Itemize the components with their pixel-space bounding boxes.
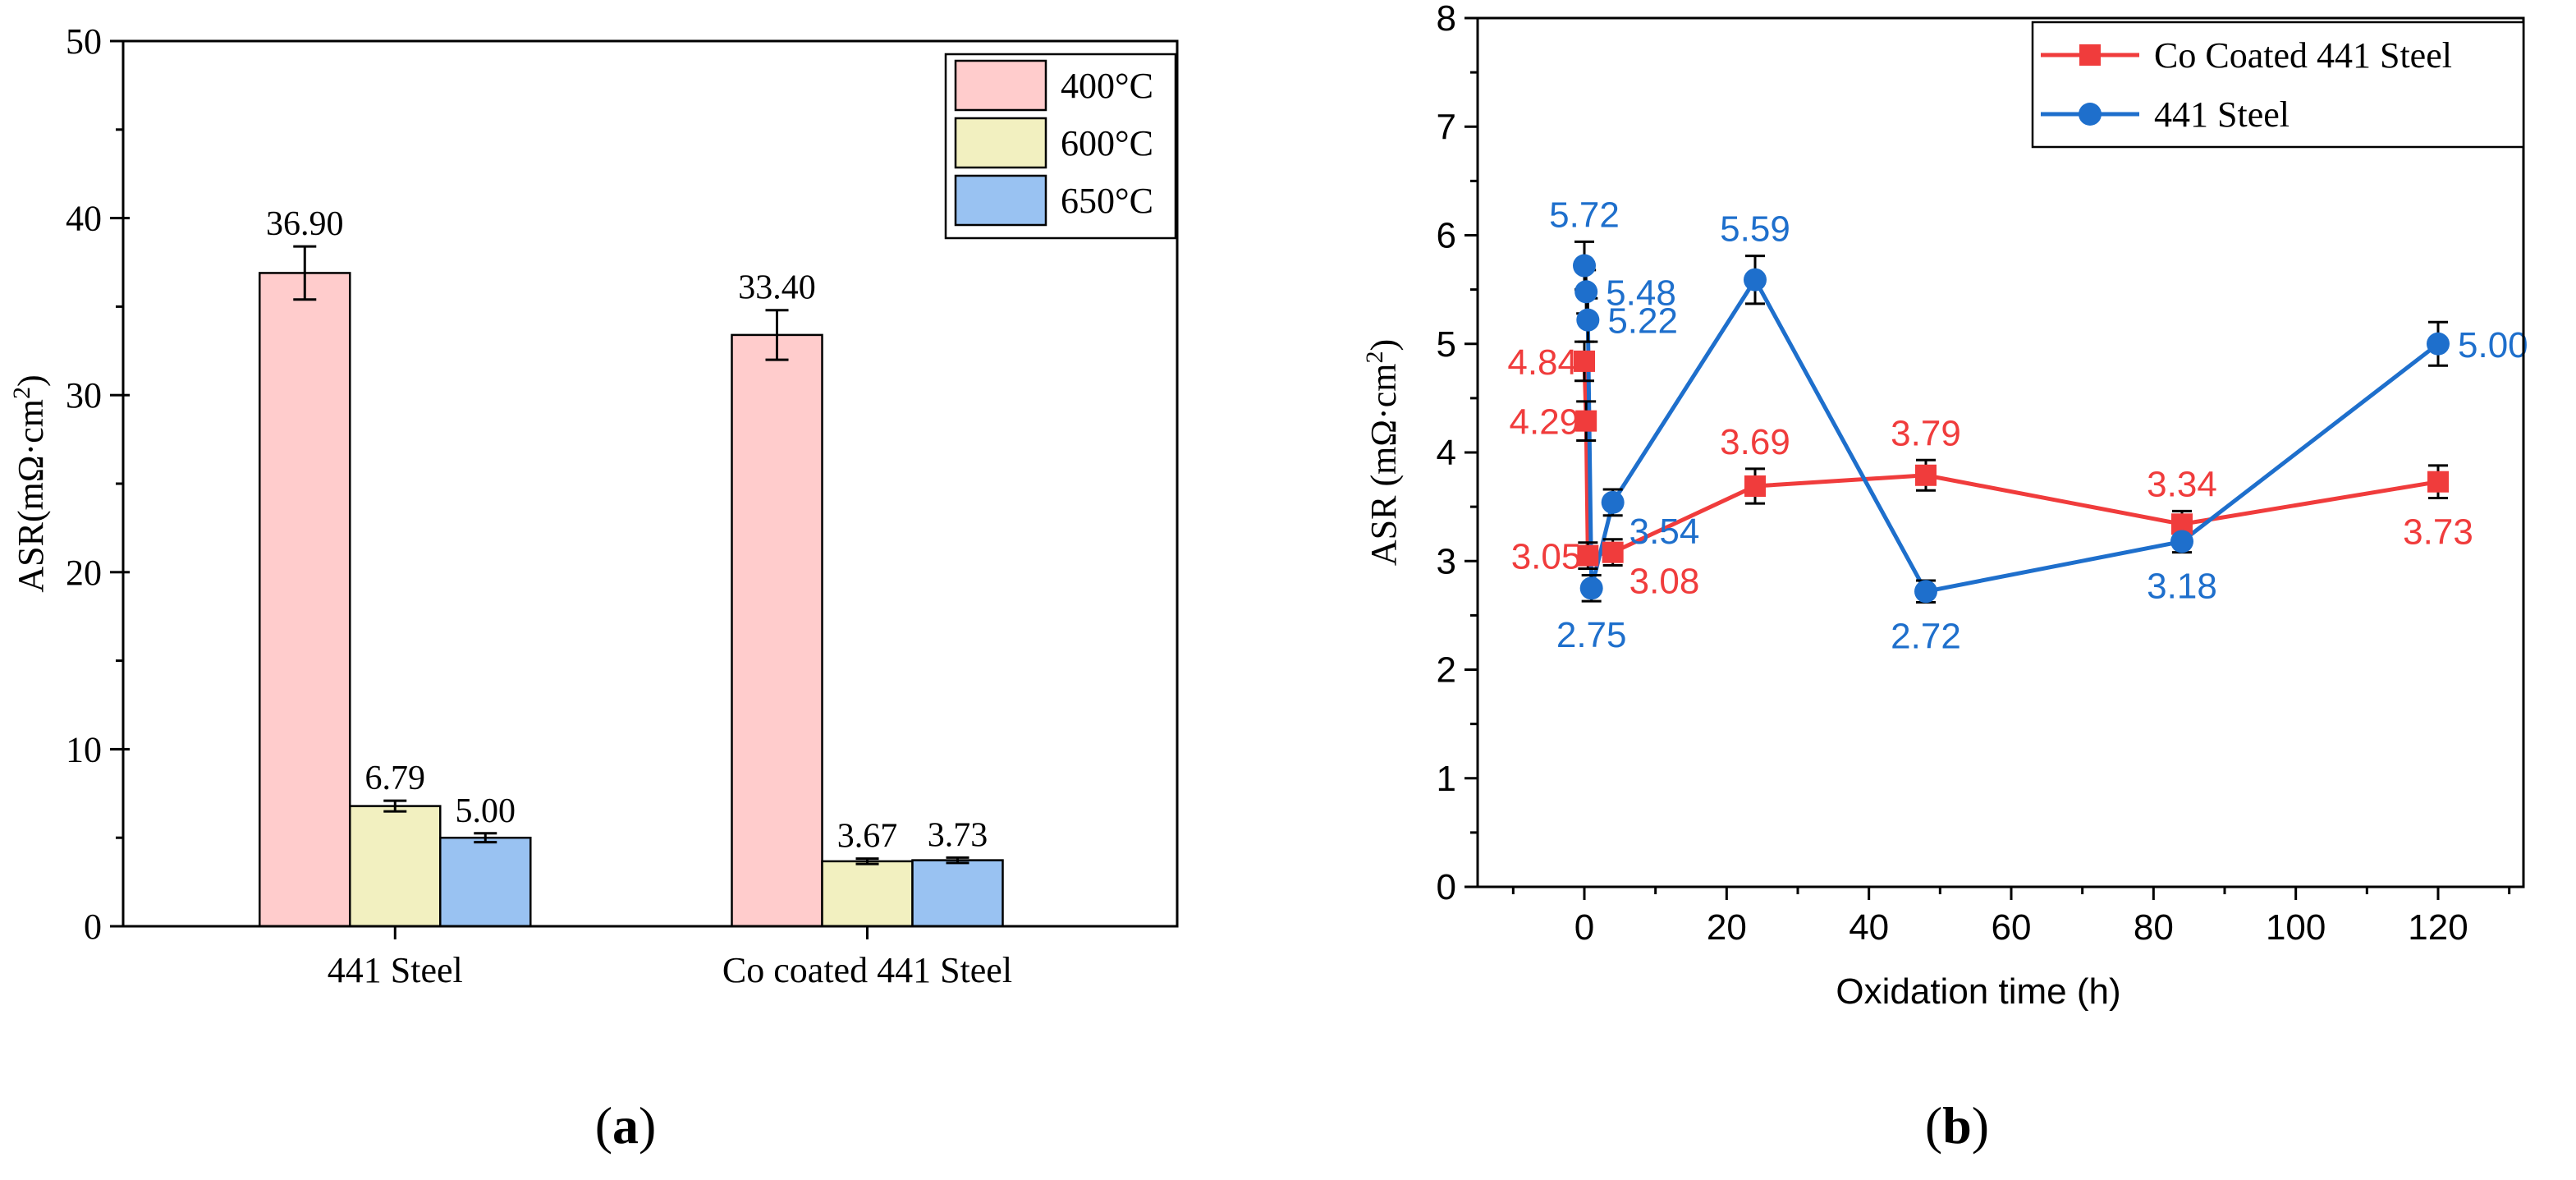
panel-b-legend: Co Coated 441 Steel 441 Steel	[2031, 21, 2525, 149]
y-tick-label: 50	[66, 21, 102, 62]
data-label: 5.48	[1606, 273, 1676, 313]
x-tick-label: 100	[2266, 907, 2326, 948]
data-label: 33.40	[738, 269, 816, 307]
x-tick-label: 120	[2408, 907, 2468, 948]
data-label: 5.59	[1720, 209, 1790, 250]
data-point	[1744, 475, 1766, 497]
bar	[911, 859, 1004, 928]
data-point	[1744, 268, 1767, 292]
x-tick-label: 0	[1574, 907, 1594, 948]
data-label: 3.67	[837, 818, 898, 856]
data-point	[1574, 280, 1598, 304]
panel-a-label: (a)	[595, 1096, 657, 1155]
legend-marker	[2079, 103, 2102, 126]
y-tick-label: 0	[84, 907, 102, 947]
data-label: 3.34	[2147, 464, 2217, 504]
y-tick-label: 1	[1437, 759, 1456, 799]
data-label: 5.72	[1549, 195, 1620, 235]
bar	[439, 836, 532, 928]
y-tick-label: 20	[66, 553, 102, 593]
panel-b-label: (b)	[1925, 1096, 1989, 1155]
y-tick-label: 6	[1437, 216, 1456, 256]
data-point	[1579, 576, 1603, 600]
data-label: 3.18	[2147, 567, 2217, 607]
data-point	[1914, 580, 1937, 604]
legend-label: 441 Steel	[2154, 94, 2290, 135]
legend-swatch	[954, 117, 1047, 169]
data-label: 5.00	[456, 792, 516, 830]
x-tick-label: 80	[2134, 907, 2174, 948]
data-point	[2427, 332, 2450, 356]
legend-label: 600°C	[1061, 123, 1153, 163]
legend-box	[2031, 21, 2525, 149]
y-tick-label: 8	[1437, 0, 1456, 39]
data-point	[1915, 464, 1937, 486]
data-label: 3.79	[1891, 413, 1961, 453]
data-point	[2170, 530, 2193, 553]
y-tick-label: 40	[66, 199, 102, 239]
panel-a-y-axis-label: ASR(mΩ·cm2)	[8, 374, 51, 592]
data-label: 3.69	[1720, 422, 1790, 462]
x-tick-label: 441 Steel	[328, 950, 463, 990]
panel-a-legend: 400°C 600°C 650°C	[944, 53, 1177, 240]
data-point	[1576, 308, 1600, 332]
legend-swatch	[954, 59, 1047, 112]
data-label: 2.72	[1891, 617, 1961, 657]
legend-label: 400°C	[1061, 66, 1153, 106]
x-tick-label: Co coated 441 Steel	[722, 950, 1012, 990]
data-label: 6.79	[365, 760, 426, 797]
panel-b-line-chart: 4.84 4.29 3.05 3.08 3.69 3.79 3.34 3.73 5.72 5.48…	[1361, 0, 2528, 1155]
data-label: 3.73	[928, 816, 988, 854]
data-point	[1577, 544, 1599, 567]
x-tick-label: 20	[1707, 907, 1747, 948]
data-label: 2.75	[1556, 615, 1627, 655]
legend-swatch	[954, 174, 1047, 227]
x-tick-label: 60	[1992, 907, 2032, 948]
data-label: 3.54	[1629, 512, 1700, 552]
panel-b-y-axis-label: ASR (mΩ·cm2)	[1361, 339, 1404, 566]
data-label: 3.05	[1511, 537, 1582, 577]
legend-label: Co Coated 441 Steel	[2154, 35, 2452, 76]
data-label: 3.73	[2403, 512, 2473, 553]
data-label: 36.90	[266, 205, 344, 243]
data-label: 5.00	[2458, 325, 2528, 365]
y-tick-label: 7	[1437, 107, 1456, 147]
data-point	[1574, 350, 1595, 372]
y-tick-label: 10	[66, 729, 102, 769]
x-tick-label: 40	[1849, 907, 1889, 948]
y-tick-label: 2	[1437, 650, 1456, 691]
data-point	[2427, 471, 2449, 493]
y-tick-label: 0	[1437, 867, 1456, 907]
data-label: 4.84	[1507, 342, 1578, 383]
bar	[259, 272, 351, 928]
data-point	[1601, 490, 1625, 514]
legend-label: 650°C	[1061, 181, 1153, 221]
y-tick-label: 3	[1437, 541, 1456, 581]
data-label: 4.29	[1510, 402, 1580, 443]
panel-b-x-axis-label: Oxidation time (h)	[1836, 971, 2120, 1012]
y-tick-label: 4	[1437, 433, 1456, 473]
bar	[731, 333, 823, 928]
bar	[821, 860, 914, 928]
data-label: 3.08	[1629, 562, 1700, 602]
y-tick-label: 5	[1437, 324, 1456, 365]
panel-b-plot-frame	[1476, 16, 2525, 888]
legend-marker	[2079, 44, 2101, 66]
series-line	[1582, 265, 2440, 595]
data-point	[1602, 541, 1624, 563]
series-line	[1582, 360, 2439, 558]
panel-a-bar-chart: 36.90 33.40 6.79 3.67 5.00 3.73 0 10 20 30 40 50 4…	[8, 21, 1179, 1155]
data-point	[1573, 254, 1596, 278]
bar	[349, 805, 442, 928]
data-label: 5.22	[1607, 301, 1678, 342]
data-point	[1575, 410, 1597, 432]
y-tick-label: 30	[66, 375, 102, 416]
